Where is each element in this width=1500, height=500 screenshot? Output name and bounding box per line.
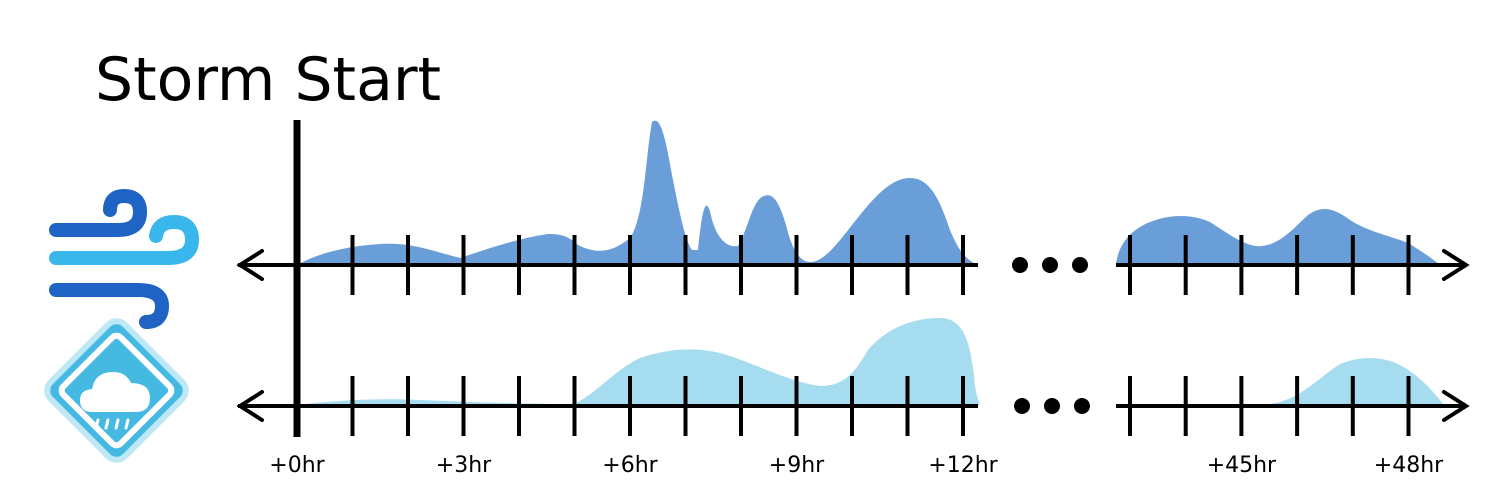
tick-label: +48hr (1374, 453, 1444, 478)
tick-label: +0hr (269, 453, 325, 478)
page-title: Storm Start (95, 45, 441, 115)
wind-area-segment-1 (297, 120, 978, 265)
tick-label: +6hr (602, 453, 658, 478)
wind-icon (49, 188, 200, 329)
gap-ellipsis-wind (1012, 257, 1088, 273)
wind-area-segment-2 (1116, 208, 1440, 265)
rain-warning-icon (44, 318, 189, 463)
timeline-axes (236, 235, 1470, 436)
rain-area-segment-1 (297, 318, 980, 405)
gap-ellipsis-rain (1014, 398, 1090, 414)
tick-label: +9hr (769, 453, 825, 478)
rain-area-segment-2 (1116, 358, 1444, 408)
wind-right-arrow (1442, 249, 1470, 281)
wind-left-arrow (236, 249, 264, 281)
tick-label: +3hr (436, 453, 492, 478)
rain-right-arrow (1442, 390, 1470, 422)
tick-label: +45hr (1207, 453, 1277, 478)
rain-left-arrow (236, 390, 264, 422)
tick-labels: +0hr +3hr +6hr +9hr +12hr +45hr +48hr (269, 453, 1444, 478)
tick-label: +12hr (928, 453, 998, 478)
